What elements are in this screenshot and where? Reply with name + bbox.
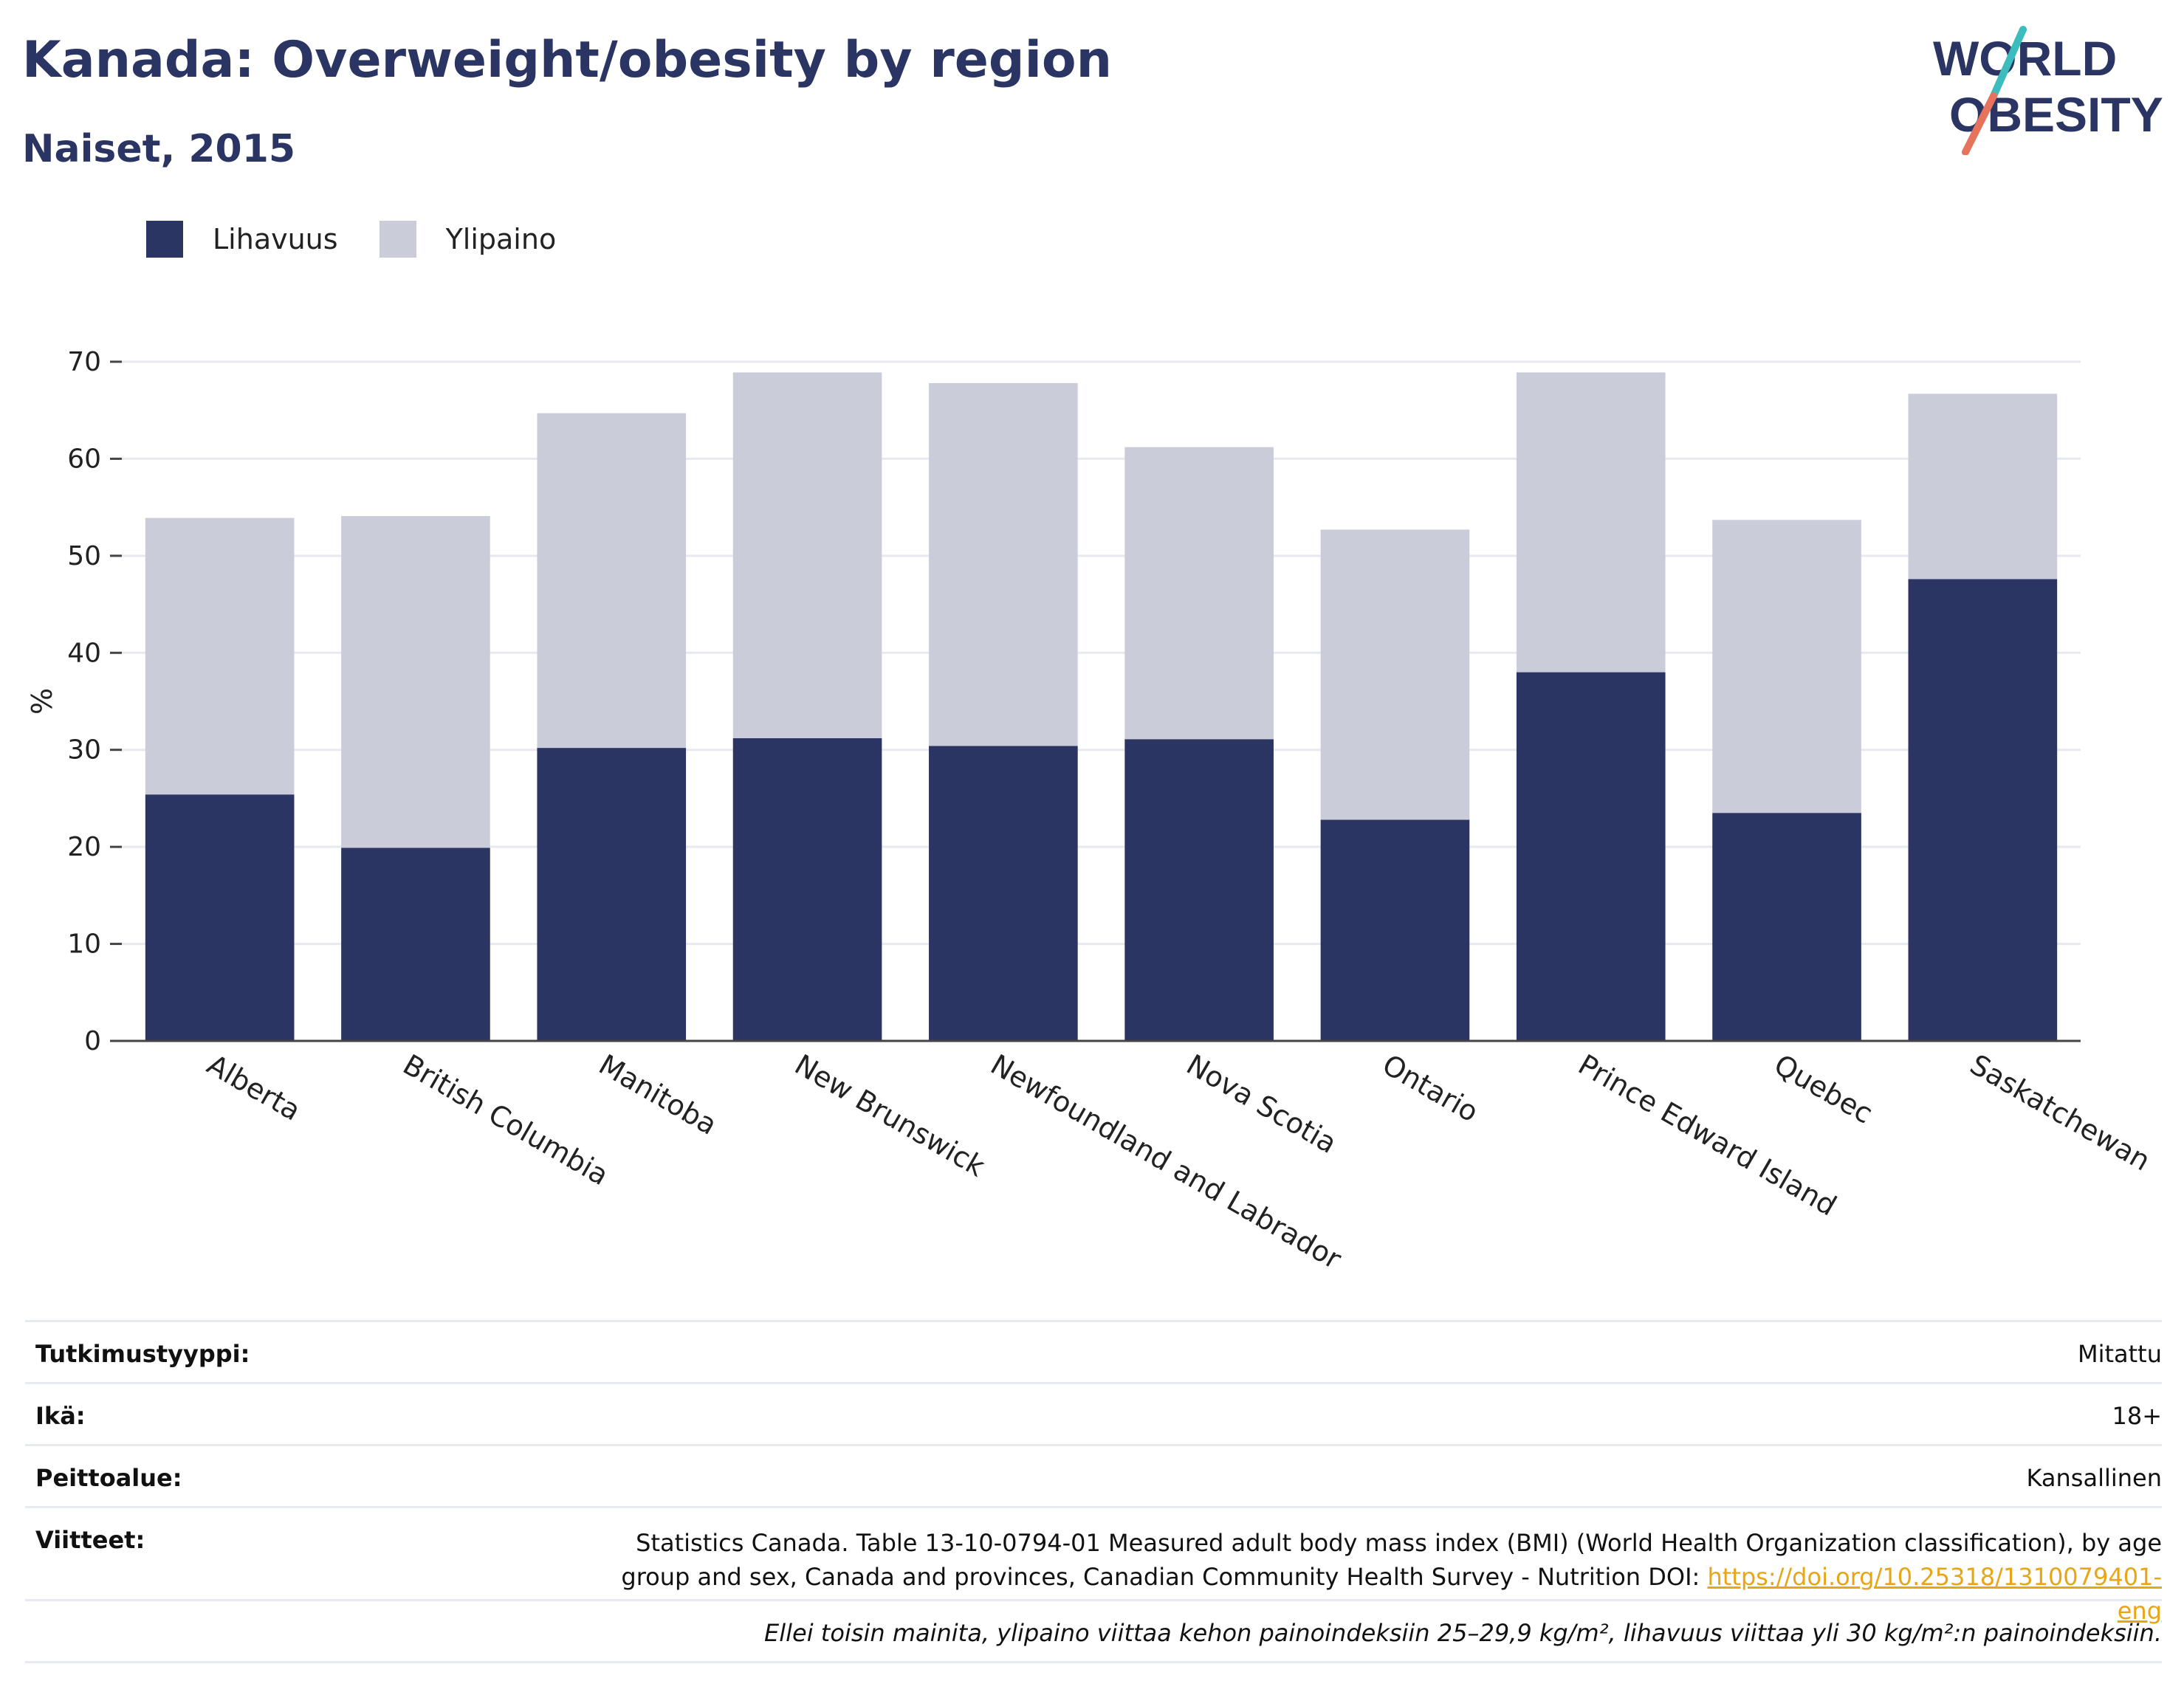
bar-overweight bbox=[732, 372, 882, 738]
y-tick-label: 60 bbox=[67, 444, 101, 474]
reference-text: Statistics Canada. Table 13-10-0794-01 M… bbox=[621, 1529, 2162, 1591]
meta-row-references: Viitteet: Statistics Canada. Table 13-10… bbox=[25, 1506, 2162, 1625]
meta-row-note: Ellei toisin mainita, ylipaino viittaa k… bbox=[25, 1599, 2162, 1661]
logo-slash-coral bbox=[1962, 92, 1997, 155]
x-tick-label: Newfoundland and Labrador bbox=[985, 1048, 1347, 1276]
bar-overweight bbox=[537, 413, 687, 749]
legend-label-obesity: Lihavuus bbox=[213, 223, 338, 255]
meta-value: Mitattu bbox=[2077, 1340, 2162, 1368]
meta-value: 18+ bbox=[2112, 1402, 2162, 1430]
chart-title: Kanada: Overweight/obesity by region bbox=[22, 31, 1113, 89]
bar-overweight bbox=[145, 518, 295, 795]
y-tick-label: 30 bbox=[67, 735, 101, 766]
y-tick-label: 0 bbox=[84, 1026, 101, 1056]
y-tick-label: 70 bbox=[67, 347, 101, 377]
legend-item-overweight[interactable]: Ylipaino bbox=[379, 221, 557, 258]
bar-overweight bbox=[1516, 372, 1666, 673]
bar-overweight bbox=[1908, 393, 2058, 580]
x-tick-label: Manitoba bbox=[594, 1048, 723, 1141]
meta-key: Tutkimustyyppi: bbox=[35, 1340, 250, 1368]
y-tick-label: 10 bbox=[67, 929, 101, 960]
logo-text-world: WORLD bbox=[1933, 31, 2117, 86]
meta-row-coverage: Peittoalue: Kansallinen bbox=[25, 1444, 2162, 1506]
bar-obesity bbox=[341, 848, 490, 1041]
x-tick-label: Alberta bbox=[202, 1048, 306, 1127]
bar-overweight bbox=[1320, 529, 1470, 820]
legend-label-overweight: Ylipaino bbox=[445, 223, 557, 255]
bar-obesity bbox=[537, 748, 687, 1041]
meta-key: Peittoalue: bbox=[35, 1464, 182, 1492]
bar-obesity bbox=[732, 738, 882, 1041]
x-tick-label: Saskatchewan bbox=[1965, 1048, 2156, 1177]
stacked-bar-chart: 0 10 20 30 40 50 60 70% Alberta British ColumbiaM… bbox=[26, 347, 2156, 1276]
meta-bottom-rule bbox=[25, 1661, 2162, 1663]
x-tick-label: Ontario bbox=[1377, 1048, 1484, 1129]
bar-overweight bbox=[1712, 520, 1861, 814]
bar-obesity bbox=[1124, 739, 1274, 1041]
meta-value: Statistics Canada. Table 13-10-0794-01 M… bbox=[582, 1526, 2162, 1625]
x-tick-label: Quebec bbox=[1769, 1048, 1878, 1130]
bar-overweight bbox=[341, 515, 490, 848]
bar-obesity bbox=[145, 794, 295, 1041]
y-tick-label: 40 bbox=[67, 638, 101, 668]
bar-obesity bbox=[1712, 813, 1861, 1041]
definition-note: Ellei toisin mainita, ylipaino viittaa k… bbox=[764, 1619, 2162, 1647]
chart-subtitle: Naiset, 2015 bbox=[22, 127, 296, 171]
meta-row-age: Ikä: 18+ bbox=[25, 1382, 2162, 1444]
meta-key: Ikä: bbox=[35, 1402, 86, 1430]
meta-value: Kansallinen bbox=[2026, 1464, 2162, 1492]
x-tick-label: New Brunswick bbox=[789, 1048, 990, 1183]
x-tick-label: British Columbia bbox=[397, 1048, 614, 1192]
metadata-table: Tutkimustyyppi: Mitattu Ikä: 18+ Peittoa… bbox=[25, 1320, 2162, 1663]
legend-item-obesity[interactable]: Lihavuus bbox=[146, 221, 338, 258]
world-obesity-logo: WORLD OBESITY bbox=[1933, 26, 2163, 155]
logo-slash-teal bbox=[1990, 26, 2027, 100]
bar-overweight bbox=[929, 382, 1078, 746]
meta-row-study-type: Tutkimustyyppi: Mitattu bbox=[25, 1320, 2162, 1382]
bar-obesity bbox=[1320, 819, 1470, 1041]
legend: Lihavuus Ylipaino bbox=[146, 220, 597, 258]
bar-obesity bbox=[1516, 672, 1666, 1041]
legend-swatch-overweight bbox=[379, 221, 416, 258]
legend-swatch-obesity bbox=[146, 221, 183, 258]
doi-link[interactable]: https://doi.org/10.25318/1310079401-eng bbox=[1707, 1563, 2162, 1625]
y-axis-label: % bbox=[26, 688, 58, 715]
bar-obesity bbox=[929, 746, 1078, 1041]
x-tick-label: Nova Scotia bbox=[1181, 1048, 1342, 1160]
bar-overweight bbox=[1124, 447, 1274, 740]
y-tick-label: 20 bbox=[67, 832, 101, 862]
meta-key: Viitteet: bbox=[35, 1526, 145, 1554]
y-tick-label: 50 bbox=[67, 541, 101, 571]
bar-obesity bbox=[1908, 579, 2058, 1041]
